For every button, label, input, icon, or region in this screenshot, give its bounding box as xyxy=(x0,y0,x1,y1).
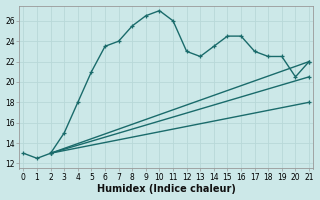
X-axis label: Humidex (Indice chaleur): Humidex (Indice chaleur) xyxy=(97,184,236,194)
